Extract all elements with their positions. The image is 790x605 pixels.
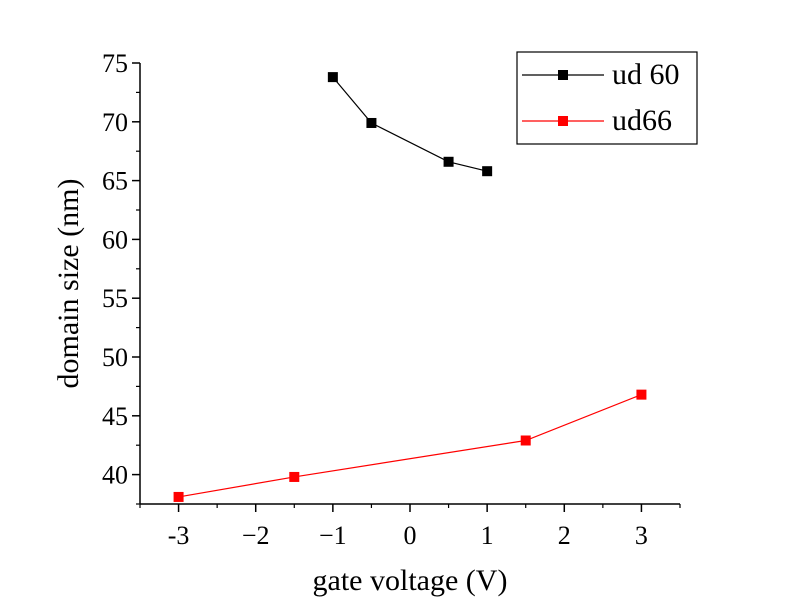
x-tick-label: −2 (242, 521, 270, 550)
y-tick-label: 70 (102, 108, 128, 137)
y-tick-label: 60 (102, 225, 128, 254)
legend-box (516, 51, 698, 145)
series-line (178, 394, 642, 498)
x-tick-label: -3 (168, 521, 190, 550)
y-tick-label: 55 (102, 284, 128, 313)
data-point (289, 471, 300, 482)
series-1 (327, 72, 493, 177)
legend-item-1: ud 60 (522, 58, 680, 91)
y-tick-label: 45 (102, 402, 128, 431)
x-tick-label: 0 (404, 521, 417, 550)
series-2 (173, 389, 647, 502)
data-point (173, 491, 184, 502)
x-tick-label: −1 (319, 521, 347, 550)
legend-label: ud 60 (612, 58, 680, 91)
data-point (443, 156, 454, 167)
x-tick-label: 3 (635, 521, 648, 550)
legend-swatch-marker (558, 116, 568, 126)
y-tick-label: 65 (102, 167, 128, 196)
y-tick-label: 40 (102, 461, 128, 490)
x-axis-title: gate voltage (V) (313, 564, 508, 597)
legend-swatch-marker (558, 70, 568, 80)
legend-item-2: ud66 (522, 104, 672, 137)
y-tick-label: 50 (102, 343, 128, 372)
data-point (366, 117, 377, 128)
data-point (482, 166, 493, 177)
series-layer (173, 72, 647, 502)
data-point (636, 389, 647, 400)
y-tick-label: 75 (102, 49, 128, 78)
y-axis-title: domain size (nm) (52, 179, 85, 389)
y-ticks: 40 45 50 55 60 65 70 75 (102, 49, 140, 505)
x-tick-label: 2 (558, 521, 571, 550)
legend-label: ud66 (612, 104, 672, 137)
x-tick-label: 1 (481, 521, 494, 550)
legend: ud 60 ud66 (516, 51, 698, 145)
data-point (327, 72, 338, 83)
x-ticks: -3 −2 −1 0 1 2 3 (139, 504, 681, 550)
data-point (520, 435, 531, 446)
series-line (332, 76, 488, 172)
